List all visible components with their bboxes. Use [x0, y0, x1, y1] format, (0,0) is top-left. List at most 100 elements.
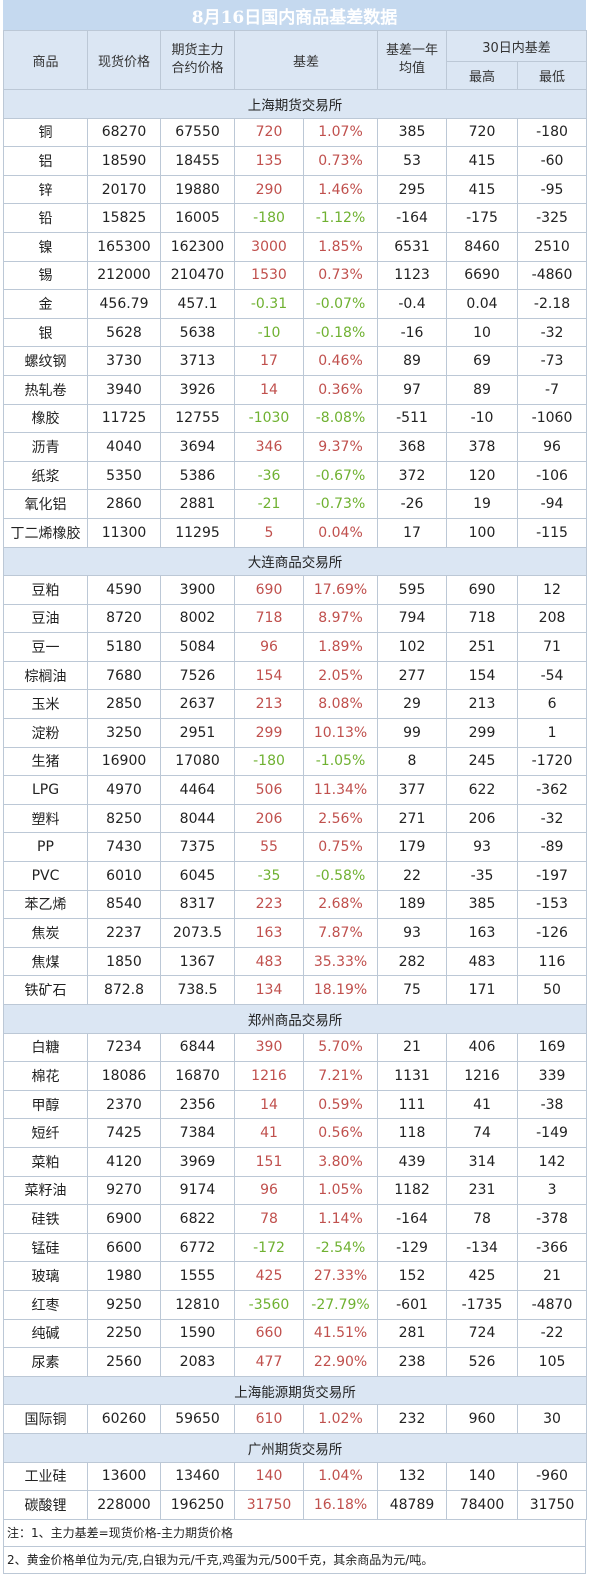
- cell-commodity: PP: [3, 832, 88, 863]
- cell-basis-pct: 0.04%: [302, 517, 379, 548]
- cell-low: -378: [517, 1204, 588, 1234]
- cell-high: 6690: [446, 260, 519, 291]
- cell-basis: 720: [234, 117, 304, 148]
- cell-spot-price: 18590: [87, 146, 161, 176]
- cell-spot-price: 2860: [87, 489, 161, 519]
- cell-commodity: 螺纹钢: [3, 346, 88, 376]
- cell-high: -175: [446, 203, 519, 233]
- cell-commodity: 丁二烯橡胶: [3, 517, 88, 548]
- cell-spot-price: 4040: [87, 432, 161, 462]
- cell-commodity: 硅铁: [3, 1204, 88, 1234]
- cell-low: 6: [517, 689, 588, 720]
- note-1: 注：1、主力基差=现货价格-主力期货价格: [7, 1525, 234, 1540]
- table-row: 铜 68270 67550 720 1.07% 385 720 -180: [3, 117, 588, 148]
- cell-basis: 290: [234, 174, 304, 205]
- cell-basis: 135: [234, 146, 304, 176]
- cell-low: -197: [517, 861, 588, 891]
- cell-basis-avg: -511: [377, 403, 448, 434]
- cell-low: 116: [517, 946, 588, 977]
- cell-spot-price: 15825: [87, 203, 161, 233]
- cell-basis: 14: [234, 1089, 304, 1120]
- cell-basis: -21: [234, 489, 304, 519]
- cell-futures-price: 67550: [160, 117, 235, 148]
- report-title: 8月16日国内商品基差数据: [3, 0, 586, 30]
- cell-basis-avg: 8: [377, 746, 448, 777]
- cell-commodity: 锡: [3, 260, 88, 291]
- cell-basis-avg: 102: [377, 632, 448, 662]
- table-row: 铁矿石 872.8 738.5 134 18.19% 75 171 50: [3, 975, 588, 1005]
- cell-high: -10: [446, 403, 519, 434]
- cell-futures-price: 2951: [160, 718, 235, 748]
- cell-basis: -180: [234, 746, 304, 777]
- cell-futures-price: 1555: [160, 1261, 235, 1291]
- cell-low: -366: [517, 1232, 588, 1263]
- cell-basis: -10: [234, 317, 304, 348]
- table-row: 菜籽油 9270 9174 96 1.05% 1182 231 3: [3, 1175, 588, 1206]
- cell-futures-price: 59650: [160, 1404, 235, 1434]
- cell-high: 100: [446, 517, 519, 548]
- section-row: 上海期货交易所: [2, 89, 588, 119]
- cell-basis-avg: 53: [377, 146, 448, 176]
- cell-spot-price: 68270: [87, 117, 161, 148]
- section-title: 大连商品交易所: [2, 546, 588, 577]
- cell-basis-pct: 1.05%: [302, 1175, 379, 1206]
- notes: 注：1、主力基差=现货价格-主力期货价格 2、黄金价格单位为元/克,白银为元/千…: [3, 1519, 586, 1574]
- cell-high: 724: [446, 1318, 519, 1349]
- cell-low: -115: [517, 517, 588, 548]
- table-row: 硅铁 6900 6822 78 1.14% -164 78 -378: [3, 1204, 588, 1234]
- cell-futures-price: 3713: [160, 346, 235, 376]
- cell-low: -32: [517, 317, 588, 348]
- cell-futures-price: 2083: [160, 1347, 235, 1377]
- cell-futures-price: 3926: [160, 374, 235, 405]
- table-row: 塑料 8250 8044 206 2.56% 271 206 -32: [3, 803, 588, 834]
- cell-high: 1216: [446, 1061, 519, 1091]
- cell-basis-pct: 0.73%: [302, 260, 379, 291]
- cell-low: -95: [517, 174, 588, 205]
- cell-commodity: 菜粕: [3, 1146, 88, 1177]
- cell-low: -4860: [517, 260, 588, 291]
- table-row: 金 456.79 457.1 -0.31 -0.07% -0.4 0.04 -2.18: [3, 289, 588, 319]
- cell-spot-price: 2850: [87, 689, 161, 720]
- cell-basis-pct: 1.89%: [302, 632, 379, 662]
- cell-low: 142: [517, 1146, 588, 1177]
- cell-high: 78400: [446, 1490, 519, 1520]
- table-row: 铅 15825 16005 -180 -1.12% -164 -175 -325: [3, 203, 588, 233]
- table-row: 棕榈油 7680 7526 154 2.05% 277 154 -54: [3, 660, 588, 691]
- cell-high: 41: [446, 1089, 519, 1120]
- cell-futures-price: 13460: [160, 1461, 235, 1492]
- cell-spot-price: 20170: [87, 174, 161, 205]
- cell-commodity: 棕榈油: [3, 660, 88, 691]
- cell-futures-price: 18455: [160, 146, 235, 176]
- cell-basis: 223: [234, 889, 304, 920]
- table-row: 纯碱 2250 1590 660 41.51% 281 724 -22: [3, 1318, 588, 1349]
- cell-low: -106: [517, 460, 588, 491]
- cell-basis: 140: [234, 1461, 304, 1492]
- cell-futures-price: 12810: [160, 1289, 235, 1320]
- cell-spot-price: 60260: [87, 1404, 161, 1434]
- cell-basis-pct: 1.07%: [302, 117, 379, 148]
- cell-basis-avg: 1182: [377, 1175, 448, 1206]
- cell-high: 406: [446, 1032, 519, 1063]
- cell-basis-avg: 794: [377, 603, 448, 634]
- cell-basis: 425: [234, 1261, 304, 1291]
- cell-basis-pct: 0.36%: [302, 374, 379, 405]
- cell-basis: 151: [234, 1146, 304, 1177]
- cell-basis: 96: [234, 632, 304, 662]
- cell-basis-avg: 271: [377, 803, 448, 834]
- cell-basis: 718: [234, 603, 304, 634]
- col-futures-price-label: 期货主力合约价格: [171, 43, 224, 76]
- cell-basis-avg: 439: [377, 1146, 448, 1177]
- cell-low: 2510: [517, 231, 588, 262]
- cell-futures-price: 8044: [160, 803, 235, 834]
- cell-basis-avg: -601: [377, 1289, 448, 1320]
- cell-high: 19: [446, 489, 519, 519]
- cell-high: 960: [446, 1404, 519, 1434]
- cell-commodity: 生猪: [3, 746, 88, 777]
- cell-futures-price: 7384: [160, 1118, 235, 1148]
- table-row: 棉花 18086 16870 1216 7.21% 1131 1216 339: [3, 1061, 588, 1091]
- cell-basis: 477: [234, 1347, 304, 1377]
- table-row: 国际铜 60260 59650 610 1.02% 232 960 30: [3, 1404, 588, 1434]
- cell-low: -4870: [517, 1289, 588, 1320]
- cell-low: -325: [517, 203, 588, 233]
- table-row: 锌 20170 19880 290 1.46% 295 415 -95: [3, 174, 588, 205]
